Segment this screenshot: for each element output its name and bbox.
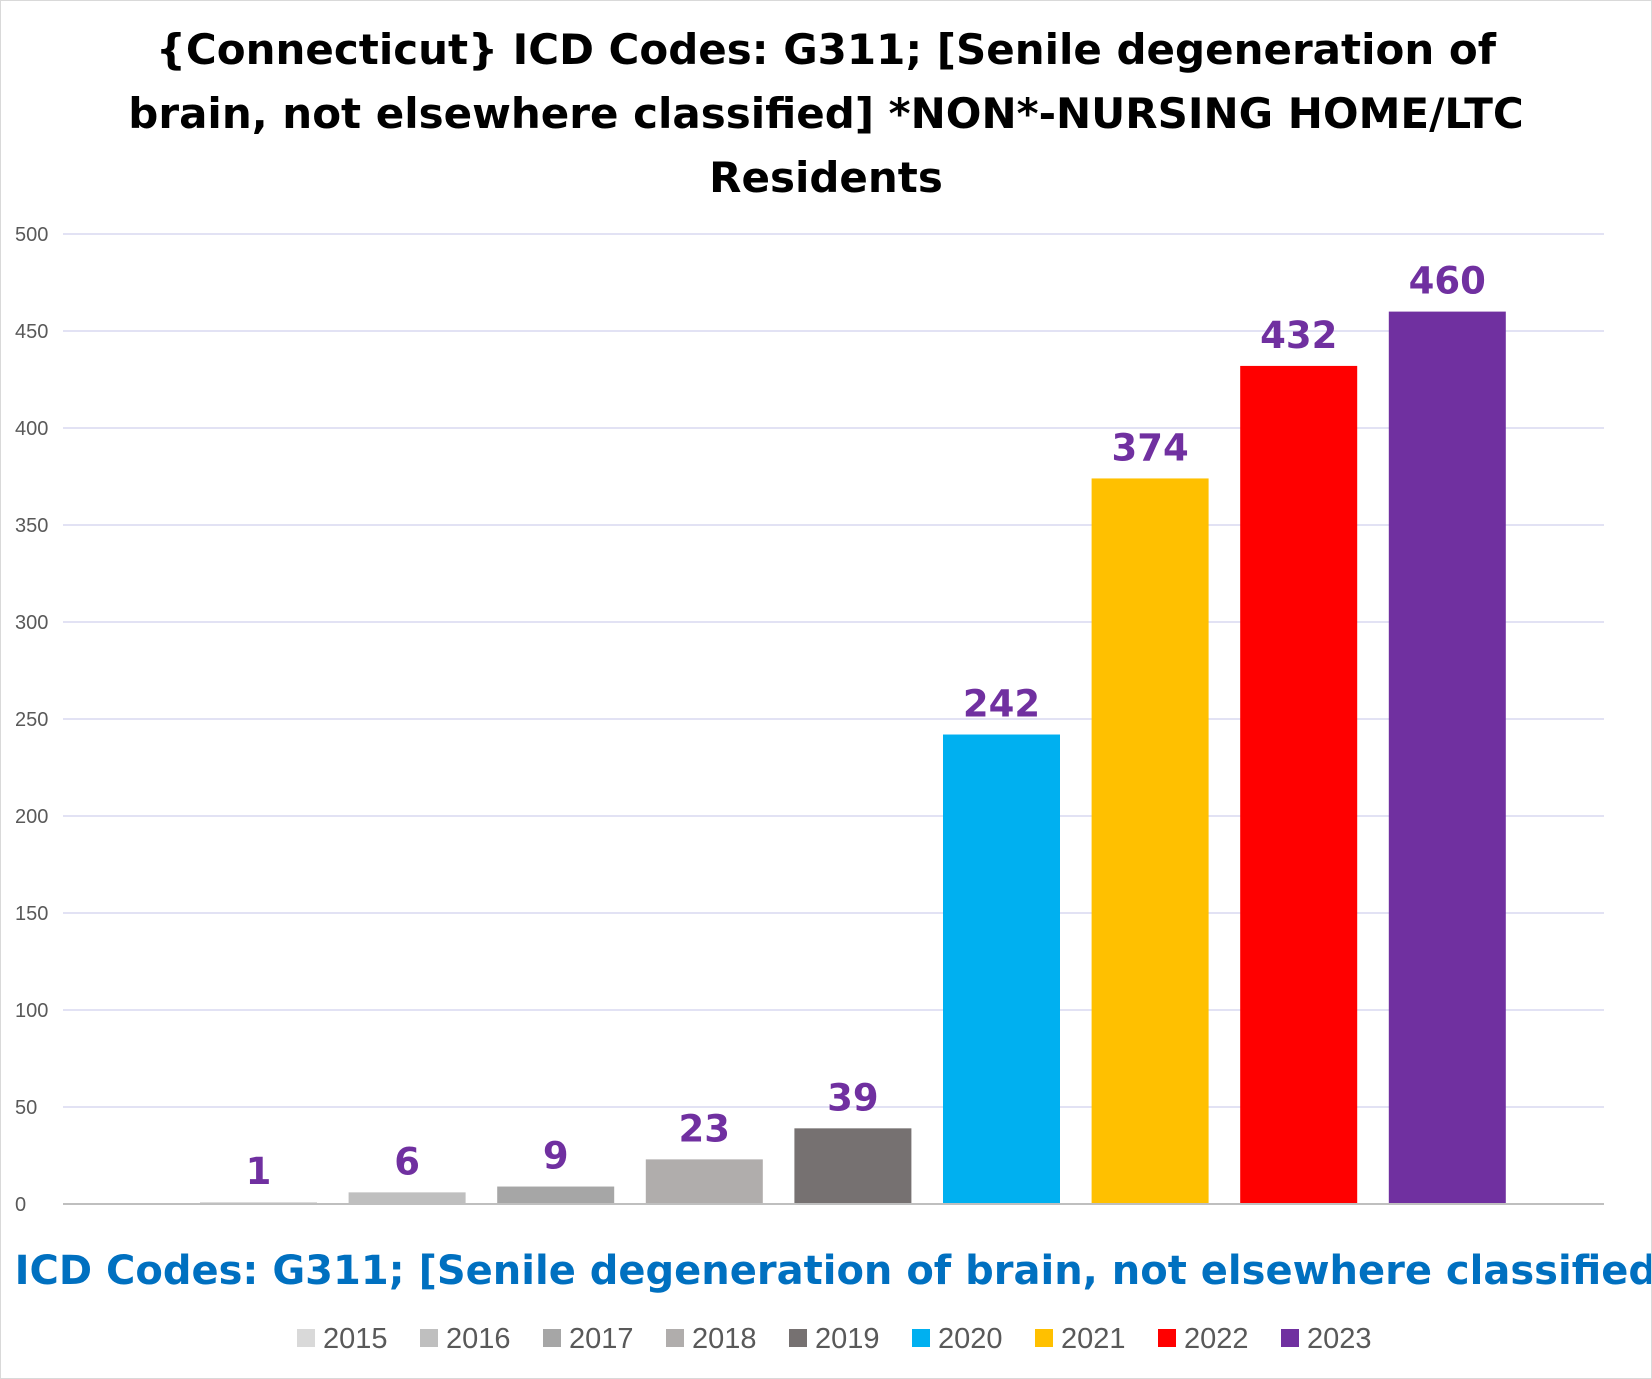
y-tick-label-50: 50 [15,1097,37,1119]
bar-2021 [1091,478,1209,1204]
chart-title-line-1: {Connecticut} ICD Codes: G311; [Senile d… [156,25,1497,74]
bar-2018 [645,1159,763,1204]
legend-label-2022: 2022 [1184,1323,1249,1355]
chart-title-line-3: Residents [709,153,943,202]
legend-label-2015: 2015 [323,1323,388,1355]
legend-swatch-2020 [912,1329,930,1347]
y-tick-label-100: 100 [15,1000,48,1022]
bar-2019 [794,1128,912,1204]
legend-label-2023: 2023 [1307,1323,1372,1355]
legend-swatch-2016 [420,1329,438,1347]
data-label-2022: 432 [1260,314,1337,357]
y-tick-label-450: 450 [15,321,48,343]
gridlines [63,233,1604,1108]
bar-2017 [497,1186,615,1204]
chart-title-line-2: brain, not elsewhere classified] *NON*-N… [128,89,1523,138]
data-label-2016: 6 [394,1140,420,1183]
legend-item-2015: 2015 [297,1323,388,1355]
legend-swatch-2021 [1035,1329,1053,1347]
legend-item-2016: 2016 [420,1323,511,1355]
legend-item-2019: 2019 [789,1323,880,1355]
legend-item-2022: 2022 [1158,1323,1249,1355]
legend-label-2018: 2018 [692,1323,757,1355]
y-tick-label-500: 500 [15,224,48,246]
legend-swatch-2015 [297,1329,315,1347]
legend-swatch-2017 [543,1329,561,1347]
data-labels: 1 6 9 23 39 242 374 432 460 [246,260,1486,1193]
y-tick-label-250: 250 [15,709,48,731]
legend-label-2019: 2019 [815,1323,880,1355]
data-label-2017: 9 [543,1135,569,1178]
y-tick-label-300: 300 [15,612,48,634]
y-tick-label-400: 400 [15,418,48,440]
bar-2023 [1388,311,1506,1205]
legend-label-2016: 2016 [446,1323,511,1355]
data-label-2020: 242 [963,683,1040,726]
data-label-2015: 1 [246,1150,272,1193]
data-label-2018: 23 [679,1107,731,1150]
data-label-2019: 39 [827,1076,879,1119]
legend-swatch-2019 [789,1329,807,1347]
legend-item-2020: 2020 [912,1323,1003,1355]
y-tick-label-200: 200 [15,806,48,828]
y-tick-label-150: 150 [15,903,48,925]
legend-label-2017: 2017 [569,1323,634,1355]
legend: 2015 2016 2017 2018 2019 2020 2021 2022 2023 [297,1323,1372,1355]
legend-swatch-2018 [666,1329,684,1347]
legend-label-2021: 2021 [1061,1323,1126,1355]
y-tick-label-0: 0 [15,1194,26,1216]
y-axis-ticks: 0 50 100 150 200 250 300 350 400 450 500 [15,224,48,1216]
legend-swatch-2022 [1158,1329,1176,1347]
bar-2016 [348,1192,466,1204]
data-label-2023: 460 [1409,260,1486,303]
bar-2022 [1240,365,1358,1204]
data-label-2021: 374 [1111,426,1188,469]
legend-item-2023: 2023 [1281,1323,1372,1355]
legend-item-2017: 2017 [543,1323,634,1355]
legend-item-2021: 2021 [1035,1323,1126,1355]
bar-2020 [943,734,1060,1204]
bars [200,311,1506,1205]
x-axis-label: ICD Codes: G311; [Senile degeneration of… [15,1248,1651,1294]
legend-label-2020: 2020 [938,1323,1003,1355]
legend-item-2018: 2018 [666,1323,757,1355]
legend-swatch-2023 [1281,1329,1299,1347]
y-tick-label-350: 350 [15,515,48,537]
chart-title: {Connecticut} ICD Codes: G311; [Senile d… [128,25,1523,202]
